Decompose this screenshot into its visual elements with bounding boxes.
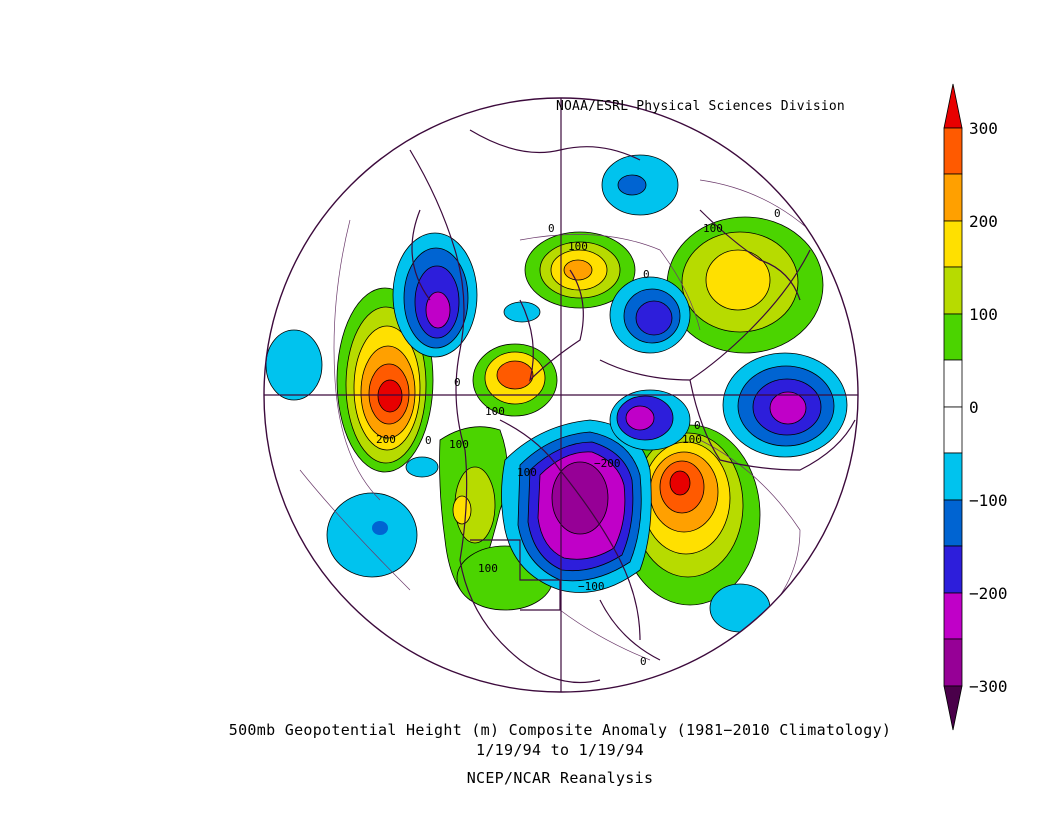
colorbar-label: −200 xyxy=(969,584,1008,603)
ridge-greenland xyxy=(472,343,558,417)
colorbar-label: 0 xyxy=(969,398,979,417)
low-southwest-core xyxy=(372,521,388,535)
trough-canada xyxy=(501,419,652,593)
contour-label: 200 xyxy=(376,433,396,446)
low-small-west xyxy=(405,456,439,478)
colorbar-swatch xyxy=(943,406,963,454)
colorbar-bottom-arrow xyxy=(943,685,963,731)
low-barents xyxy=(392,232,478,358)
contour-label: 0 xyxy=(643,268,650,281)
zero-contours xyxy=(299,179,821,661)
contour-label: 0 xyxy=(548,222,555,235)
caption-dates: 1/19/94 to 1/19/94 xyxy=(476,741,644,759)
contour-label: 0 xyxy=(774,207,781,220)
contour-label: 100 xyxy=(485,405,505,418)
contour-label: −200 xyxy=(594,457,621,470)
colorbar-swatch xyxy=(943,499,963,547)
colorbar-label: −100 xyxy=(969,491,1008,510)
anomaly-field xyxy=(265,129,856,683)
caption-title: 500mb Geopotential Height (m) Composite … xyxy=(228,721,892,739)
credit-text: NOAA/ESRL Physical Sciences Division xyxy=(556,99,845,114)
low-west xyxy=(265,329,323,401)
contour-label: −100 xyxy=(578,580,605,593)
contour-label: 100 xyxy=(449,438,469,451)
contour-label: 0 xyxy=(425,434,432,447)
colorbar-swatch xyxy=(943,127,963,175)
caption-source: NCEP/NCAR Reanalysis xyxy=(466,769,654,787)
colorbar-swatch xyxy=(943,638,963,687)
contour-label: 100 xyxy=(517,466,537,479)
contour-label: 100 xyxy=(703,222,723,235)
colorbar-swatch xyxy=(943,592,963,640)
colorbar-swatch xyxy=(943,313,963,361)
colorbar-swatch xyxy=(943,173,963,222)
contour-label: 0 xyxy=(640,655,647,668)
contour-label: 100 xyxy=(478,562,498,575)
colorbar-swatch xyxy=(943,220,963,268)
colorbar-top-arrow xyxy=(943,83,963,129)
contour-labels: 0 100 0 100 0 0 100 200 0 100 100 0 100 … xyxy=(376,207,781,668)
colorbar-label: 100 xyxy=(969,305,998,324)
contour-label: 0 xyxy=(454,376,461,389)
ridge-arctic xyxy=(524,231,636,309)
contour-label: 100 xyxy=(682,433,702,446)
low-small-north xyxy=(503,301,541,323)
low-southwest xyxy=(326,492,418,578)
contour-label: 0 xyxy=(694,419,701,432)
colorbar-swatch xyxy=(943,359,963,408)
ridge-siberia xyxy=(666,216,824,354)
contour-label: 100 xyxy=(568,240,588,253)
colorbar-swatch xyxy=(943,452,963,501)
color-bar xyxy=(943,83,963,731)
low-europe-north-core xyxy=(617,174,647,196)
coastlines xyxy=(409,129,856,683)
low-alaska xyxy=(609,389,691,451)
low-east-siberia xyxy=(609,276,691,354)
colorbar-swatch xyxy=(943,545,963,594)
colorbar-label: 300 xyxy=(969,119,998,138)
low-north-pacific xyxy=(722,352,848,458)
colorbar-label: 200 xyxy=(969,212,998,231)
colorbar-swatch xyxy=(943,266,963,315)
low-southeast xyxy=(709,583,771,633)
colorbar-label: −300 xyxy=(969,677,1008,696)
